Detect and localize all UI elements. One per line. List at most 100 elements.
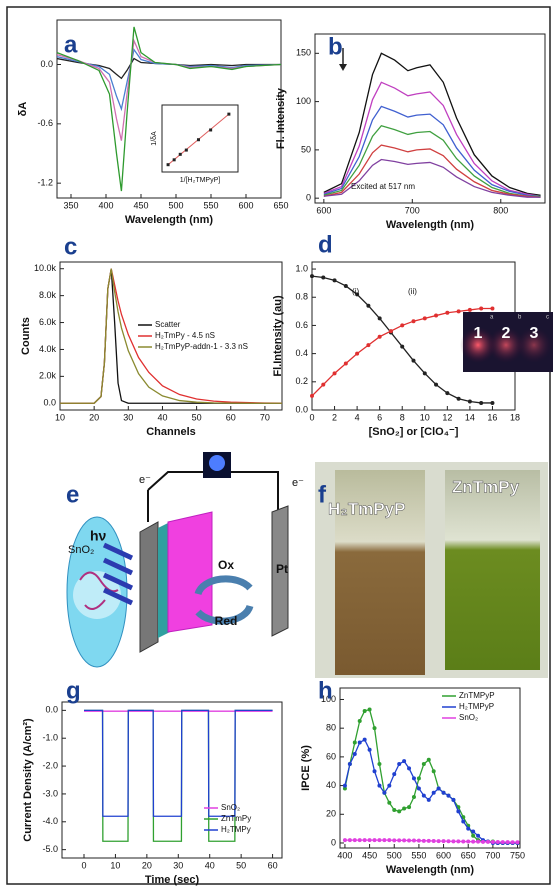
point bbox=[363, 709, 367, 713]
point bbox=[378, 335, 382, 339]
x-tick-label: 18 bbox=[510, 412, 520, 422]
label-electron: e⁻ bbox=[292, 477, 304, 489]
x-tick-label: 650 bbox=[461, 850, 476, 860]
x-tick-label: 400 bbox=[98, 200, 113, 210]
y-tick-label: 20 bbox=[326, 809, 336, 819]
point bbox=[348, 762, 352, 766]
figure: e SnO₂ hν Pt e⁻ e⁻ Ox Red f H₂TmPyP ZnTm… bbox=[0, 0, 558, 890]
y-axis-label: Fl.Intensity (au) bbox=[272, 295, 284, 377]
point bbox=[179, 153, 182, 156]
point bbox=[382, 791, 386, 795]
point bbox=[392, 772, 396, 776]
point bbox=[407, 805, 411, 809]
point bbox=[397, 838, 401, 842]
x-tick-label: 0 bbox=[309, 412, 314, 422]
point bbox=[417, 776, 421, 780]
point bbox=[355, 352, 359, 356]
y-tick-label: 0.0 bbox=[295, 404, 308, 414]
point bbox=[479, 307, 483, 311]
panel-letter: e bbox=[66, 481, 79, 508]
point bbox=[501, 840, 505, 844]
y-tick-label: 0.6 bbox=[295, 320, 308, 330]
point bbox=[427, 758, 431, 762]
annotation: Excited at 517 nm bbox=[351, 182, 415, 191]
y-tick-label: 0.0 bbox=[40, 59, 53, 69]
annotation: (i) bbox=[352, 287, 359, 296]
panel-letter: h bbox=[318, 677, 333, 704]
point bbox=[476, 840, 480, 844]
point bbox=[432, 839, 436, 843]
x-tick-label: 60 bbox=[226, 412, 236, 422]
tube bbox=[445, 470, 540, 670]
x-tick-label: 0 bbox=[81, 860, 86, 870]
point bbox=[407, 839, 411, 843]
legend-label: ZnTmPy bbox=[221, 814, 251, 823]
point bbox=[471, 834, 475, 838]
point bbox=[437, 839, 441, 843]
legend-label: Scatter bbox=[155, 320, 181, 329]
x-tick-label: 450 bbox=[362, 850, 377, 860]
point bbox=[368, 708, 372, 712]
x-tick-label: 10 bbox=[55, 412, 65, 422]
point bbox=[442, 839, 446, 843]
label-pt: Pt bbox=[276, 562, 288, 576]
point bbox=[209, 128, 212, 131]
point bbox=[348, 838, 352, 842]
point bbox=[407, 766, 411, 770]
y-tick-label: 4.0k bbox=[39, 344, 57, 354]
y-tick-label: 0.8 bbox=[295, 292, 308, 302]
point bbox=[456, 839, 460, 843]
y-axis-label: δA bbox=[17, 102, 29, 117]
point bbox=[461, 840, 465, 844]
panel-letter: b bbox=[328, 33, 343, 60]
point bbox=[353, 838, 357, 842]
point bbox=[471, 829, 475, 833]
label-red: Red bbox=[215, 614, 238, 628]
point bbox=[476, 834, 480, 838]
point bbox=[321, 276, 325, 280]
x-tick-label: 50 bbox=[236, 860, 246, 870]
point bbox=[173, 158, 176, 161]
vial-label: 3 bbox=[530, 325, 539, 342]
point bbox=[333, 278, 337, 282]
legend-label: SnO₂ bbox=[221, 803, 240, 812]
point bbox=[479, 401, 483, 405]
y-tick-label: -5.0 bbox=[42, 844, 58, 854]
x-tick-label: 10 bbox=[110, 860, 120, 870]
legend-label: SnO₂ bbox=[459, 713, 478, 722]
y-axis-label: Fl. Intensity bbox=[275, 87, 287, 149]
point bbox=[167, 163, 170, 166]
y-axis-label: IPCE (%) bbox=[300, 745, 312, 791]
point bbox=[468, 400, 472, 404]
panel-f: f H₂TmPyP ZnTmPy bbox=[315, 462, 548, 678]
point bbox=[490, 307, 494, 311]
lamp-light bbox=[209, 455, 225, 471]
x-tick-label: 450 bbox=[133, 200, 148, 210]
y-tick-label: -3.0 bbox=[42, 788, 58, 798]
y-axis-label: 1/δA bbox=[151, 131, 158, 146]
x-tick-label: 20 bbox=[142, 860, 152, 870]
point bbox=[310, 274, 314, 278]
point bbox=[412, 776, 416, 780]
x-tick-label: 14 bbox=[465, 412, 475, 422]
caption: ZnTmPy bbox=[452, 477, 520, 496]
y-tick-label: 0.4 bbox=[295, 348, 308, 358]
y-tick-label: -1.0 bbox=[42, 733, 58, 743]
point bbox=[423, 371, 427, 375]
point bbox=[516, 840, 520, 844]
label-ox: Ox bbox=[218, 558, 234, 572]
plot-frame bbox=[62, 702, 282, 858]
point bbox=[412, 319, 416, 323]
point bbox=[392, 838, 396, 842]
point bbox=[343, 838, 347, 842]
y-tick-label: 0.2 bbox=[295, 376, 308, 386]
point bbox=[363, 838, 367, 842]
y-tick-label: 60 bbox=[326, 751, 336, 761]
y-tick-label: 0 bbox=[331, 837, 336, 847]
point bbox=[310, 394, 314, 398]
vial-label: 2 bbox=[502, 325, 511, 342]
point bbox=[358, 838, 362, 842]
annotation: (ii) bbox=[408, 287, 417, 296]
point bbox=[412, 795, 416, 799]
point bbox=[486, 840, 490, 844]
